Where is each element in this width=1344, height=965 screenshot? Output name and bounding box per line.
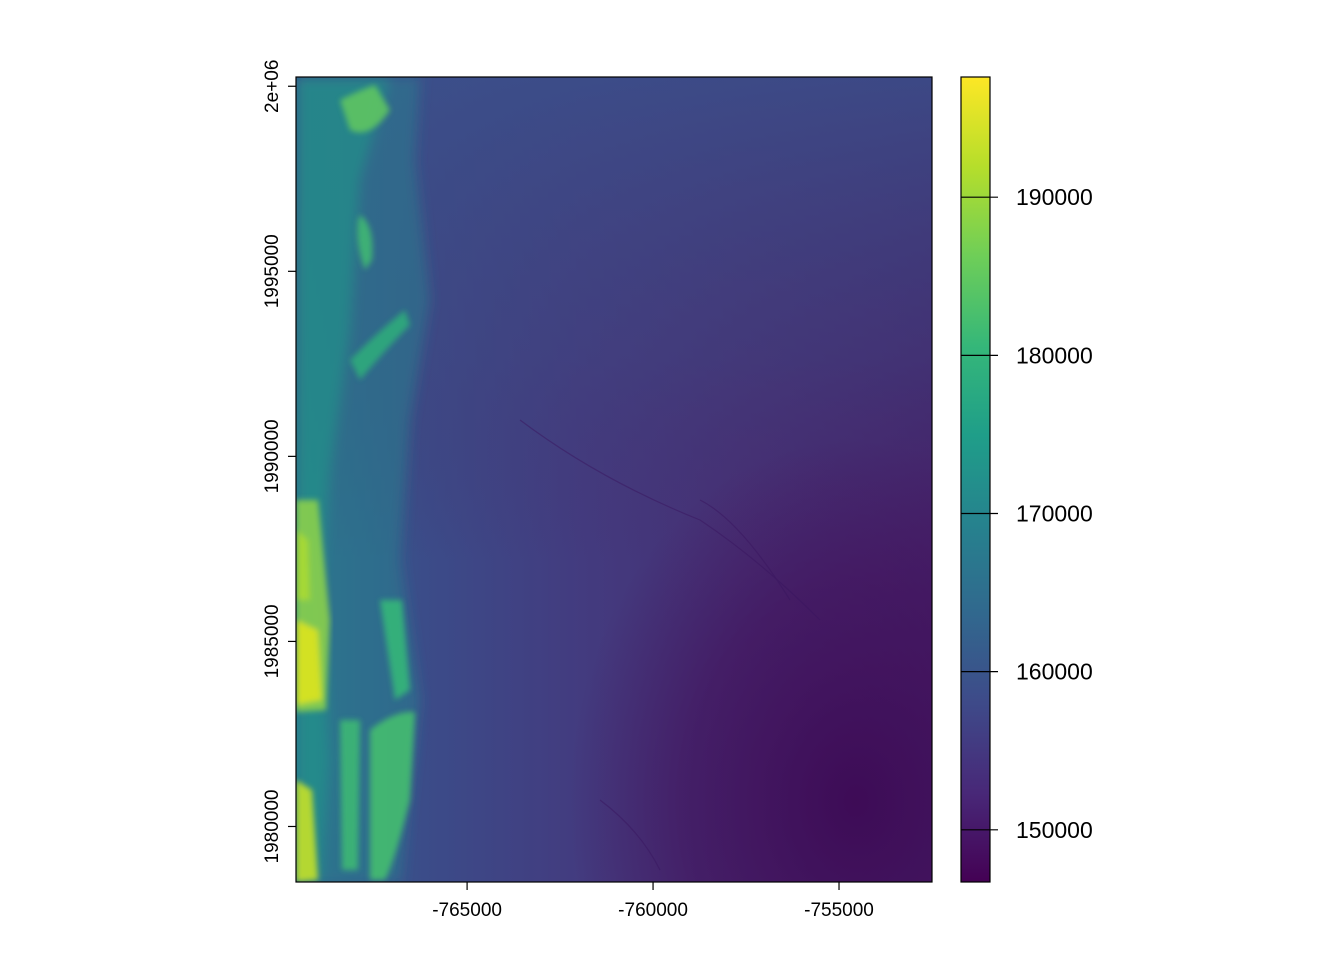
y-axis: 1980000 1985000 1990000 1995000 2e+06 [262,60,296,863]
plot-frame [295,76,933,883]
y-tick-label: 1980000 [262,789,283,863]
colorbar-tick-label: 170000 [1016,501,1093,527]
colorbar-tick-label: 160000 [1016,659,1093,685]
raster-image [296,77,932,882]
x-tick-label: -755000 [804,900,874,921]
colorbar-tick-label: 180000 [1016,342,1093,368]
colorbar-tick-label: 150000 [1016,817,1093,843]
colorbar [960,76,991,883]
y-tick-label: 2e+06 [262,60,283,113]
y-tick-label: 1985000 [262,604,283,678]
x-axis: -765000 -760000 -755000 [432,882,874,921]
colorbar-tick-label: 190000 [1016,184,1093,210]
colorbar-axis: 150000 160000 170000 180000 190000 [961,184,1093,843]
x-tick-label: -765000 [432,900,502,921]
y-tick-label: 1995000 [262,234,283,308]
x-tick-label: -760000 [618,900,688,921]
y-tick-label: 1990000 [262,419,283,493]
